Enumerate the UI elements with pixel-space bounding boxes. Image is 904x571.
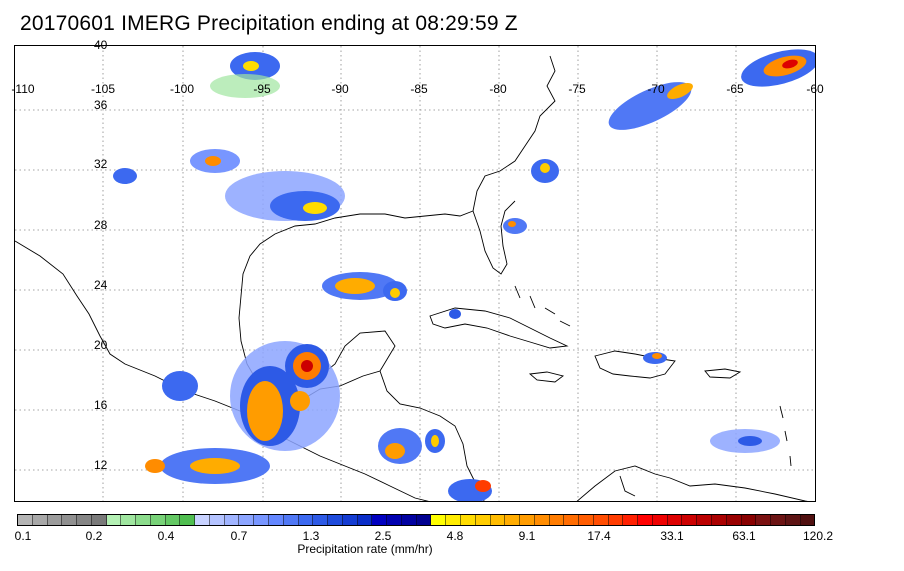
colorbar-segment (771, 515, 786, 525)
coastlines (15, 55, 808, 501)
colorbar-tick-label: 4.8 (446, 529, 464, 543)
lon-label: -80 (489, 82, 507, 96)
lon-label: -100 (169, 82, 195, 96)
graticule (15, 46, 815, 501)
colorbar-segment (121, 515, 137, 525)
colorbar-segment (520, 515, 535, 525)
lon-label: -75 (568, 82, 586, 96)
colorbar-segment (47, 515, 63, 525)
lat-label: 12 (94, 458, 108, 472)
lat-label: 32 (94, 157, 108, 171)
colorbar-segment (431, 515, 447, 525)
lat-label: 16 (94, 398, 108, 412)
lon-label: -60 (806, 82, 824, 96)
lon-label: -70 (647, 82, 665, 96)
colorbar-segment (269, 515, 284, 525)
colorbar-segment (505, 515, 521, 525)
colorbar-segment (756, 515, 772, 525)
colorbar-segment (579, 515, 594, 525)
colorbar-segment (638, 515, 653, 525)
colorbar-segment (150, 515, 166, 525)
colorbar-segment (534, 515, 550, 525)
colorbar-tick-label: 9.1 (518, 529, 536, 543)
colorbar-segment (682, 515, 698, 525)
precipitation-field (113, 49, 815, 501)
colorbar-tick-label: 2.5 (374, 529, 392, 543)
colorbar-segment (106, 515, 122, 525)
lat-label: 36 (94, 98, 108, 112)
colorbar-title: Precipitation rate (mm/hr) (297, 542, 433, 556)
colorbar-segment (460, 515, 476, 525)
colorbar-segment (328, 515, 343, 525)
colorbar-segment (416, 515, 432, 525)
colorbar-segment (549, 515, 565, 525)
colorbar-segment (342, 515, 358, 525)
colorbar-segment (711, 515, 727, 525)
colorbar-segment (623, 515, 639, 525)
colorbar-segment (62, 515, 78, 525)
colorbar-segment (254, 515, 270, 525)
colorbar-segment (490, 515, 506, 525)
lon-label: -95 (253, 82, 271, 96)
colorbar-tick-label: 1.3 (302, 529, 320, 543)
colorbar-segment (446, 515, 461, 525)
colorbar-segment (180, 515, 196, 525)
colorbar-segment (401, 515, 417, 525)
lon-label: -110 (11, 82, 35, 96)
map-title: 20170601 IMERG Precipitation ending at 0… (20, 12, 518, 35)
lon-label: -105 (90, 82, 116, 96)
colorbar-segment (697, 515, 712, 525)
colorbar-segment (800, 515, 815, 525)
colorbar-segment (77, 515, 92, 525)
colorbar-segment (32, 515, 48, 525)
lat-label: 40 (94, 38, 108, 52)
colorbar-segment (357, 515, 373, 525)
lat-label: 28 (94, 218, 108, 232)
colorbar-segment (209, 515, 225, 525)
colorbar-tick-label: 17.4 (587, 529, 611, 543)
colorbar-segment (136, 515, 151, 525)
lat-label: 24 (94, 278, 108, 292)
map-canvas (15, 46, 815, 501)
colorbar-segment (18, 515, 33, 525)
colorbar-tick-label: 0.7 (230, 529, 248, 543)
colorbar-segment (283, 515, 299, 525)
colorbar-tick-label: 0.2 (85, 529, 103, 543)
colorbar-segment (298, 515, 314, 525)
colorbar-segment (652, 515, 668, 525)
colorbar-tick-label: 0.1 (14, 529, 32, 543)
colorbar-segment (475, 515, 491, 525)
colorbar-tick-label: 33.1 (660, 529, 684, 543)
colorbar-segment (387, 515, 402, 525)
colorbar-segment (239, 515, 255, 525)
colorbar-segment (313, 515, 329, 525)
lon-label: -90 (331, 82, 349, 96)
colorbar-segment (726, 515, 742, 525)
lon-label: -65 (726, 82, 744, 96)
colorbar-segment (91, 515, 107, 525)
lat-label: 20 (94, 338, 108, 352)
colorbar-segment (195, 515, 210, 525)
colorbar-segment (785, 515, 801, 525)
colorbar-segment (593, 515, 609, 525)
precipitation-colorbar (17, 514, 815, 526)
colorbar-tick-label: 0.4 (157, 529, 175, 543)
colorbar-segment (741, 515, 757, 525)
colorbar-tick-label: 63.1 (732, 529, 756, 543)
colorbar-tick-label: 120.2 (802, 529, 834, 543)
colorbar-segment (165, 515, 181, 525)
colorbar-segment (224, 515, 240, 525)
precipitation-map (14, 45, 816, 502)
colorbar-segment (608, 515, 624, 525)
colorbar-segment (564, 515, 580, 525)
lon-label: -85 (410, 82, 428, 96)
colorbar-segment (667, 515, 683, 525)
colorbar-segment (372, 515, 388, 525)
